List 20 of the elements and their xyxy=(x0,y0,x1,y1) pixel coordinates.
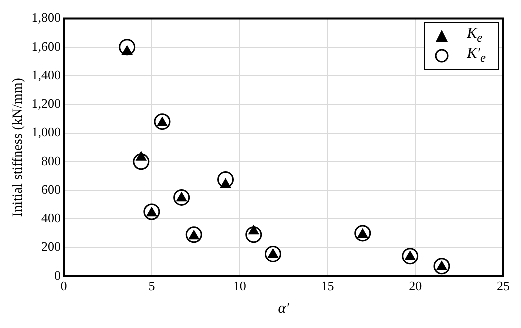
point xyxy=(136,152,146,161)
y-tick-label: 1,800 xyxy=(32,10,62,26)
y-tick-label: 200 xyxy=(42,239,62,254)
x-tick-label: 10 xyxy=(233,278,246,294)
y-axis-title: Initial stiffness (kN/mm) xyxy=(11,78,26,218)
y-tick-label: 0 xyxy=(54,268,62,283)
legend-label: K′$_{e}$ xyxy=(467,46,486,66)
x-axis-title: α′ xyxy=(278,300,290,317)
x-tick-label: 5 xyxy=(148,278,156,294)
x-tick-label: 20 xyxy=(409,278,422,294)
x-tick-label: 15 xyxy=(321,278,334,294)
x-tick-label: 25 xyxy=(497,278,510,294)
y-tick-label: 1,400 xyxy=(32,67,62,82)
y-tick-label: 1,000 xyxy=(32,124,62,140)
legend-label: K$_{e}$ xyxy=(467,26,483,46)
y-tick-label: 1,600 xyxy=(32,38,62,54)
y-tick-label: 1,200 xyxy=(32,96,62,112)
y-tick-label: 600 xyxy=(42,182,62,197)
y-tick-label: 400 xyxy=(42,210,62,226)
y-tick-label: 800 xyxy=(42,153,62,168)
